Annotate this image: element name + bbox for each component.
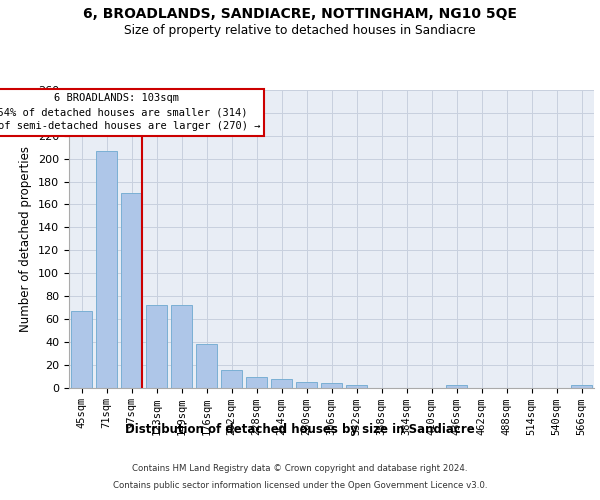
Text: 6 BROADLANDS: 103sqm
← 54% of detached houses are smaller (314)
46% of semi-deta: 6 BROADLANDS: 103sqm ← 54% of detached h… <box>0 94 260 132</box>
Y-axis label: Number of detached properties: Number of detached properties <box>19 146 32 332</box>
Bar <box>171 305 192 388</box>
Bar <box>146 305 167 388</box>
Bar <box>271 380 292 388</box>
Bar <box>446 385 467 388</box>
Bar <box>346 385 367 388</box>
Text: Contains HM Land Registry data © Crown copyright and database right 2024.: Contains HM Land Registry data © Crown c… <box>132 464 468 473</box>
Text: Contains public sector information licensed under the Open Government Licence v3: Contains public sector information licen… <box>113 481 487 490</box>
Bar <box>196 344 217 388</box>
Text: Distribution of detached houses by size in Sandiacre: Distribution of detached houses by size … <box>125 422 475 436</box>
Text: Size of property relative to detached houses in Sandiacre: Size of property relative to detached ho… <box>124 24 476 37</box>
Bar <box>571 385 592 388</box>
Bar <box>321 383 342 388</box>
Bar <box>221 370 242 388</box>
Bar <box>96 150 117 388</box>
Bar <box>246 377 267 388</box>
Bar <box>121 193 142 388</box>
Bar <box>71 311 92 388</box>
Text: 6, BROADLANDS, SANDIACRE, NOTTINGHAM, NG10 5QE: 6, BROADLANDS, SANDIACRE, NOTTINGHAM, NG… <box>83 8 517 22</box>
Bar <box>296 382 317 388</box>
